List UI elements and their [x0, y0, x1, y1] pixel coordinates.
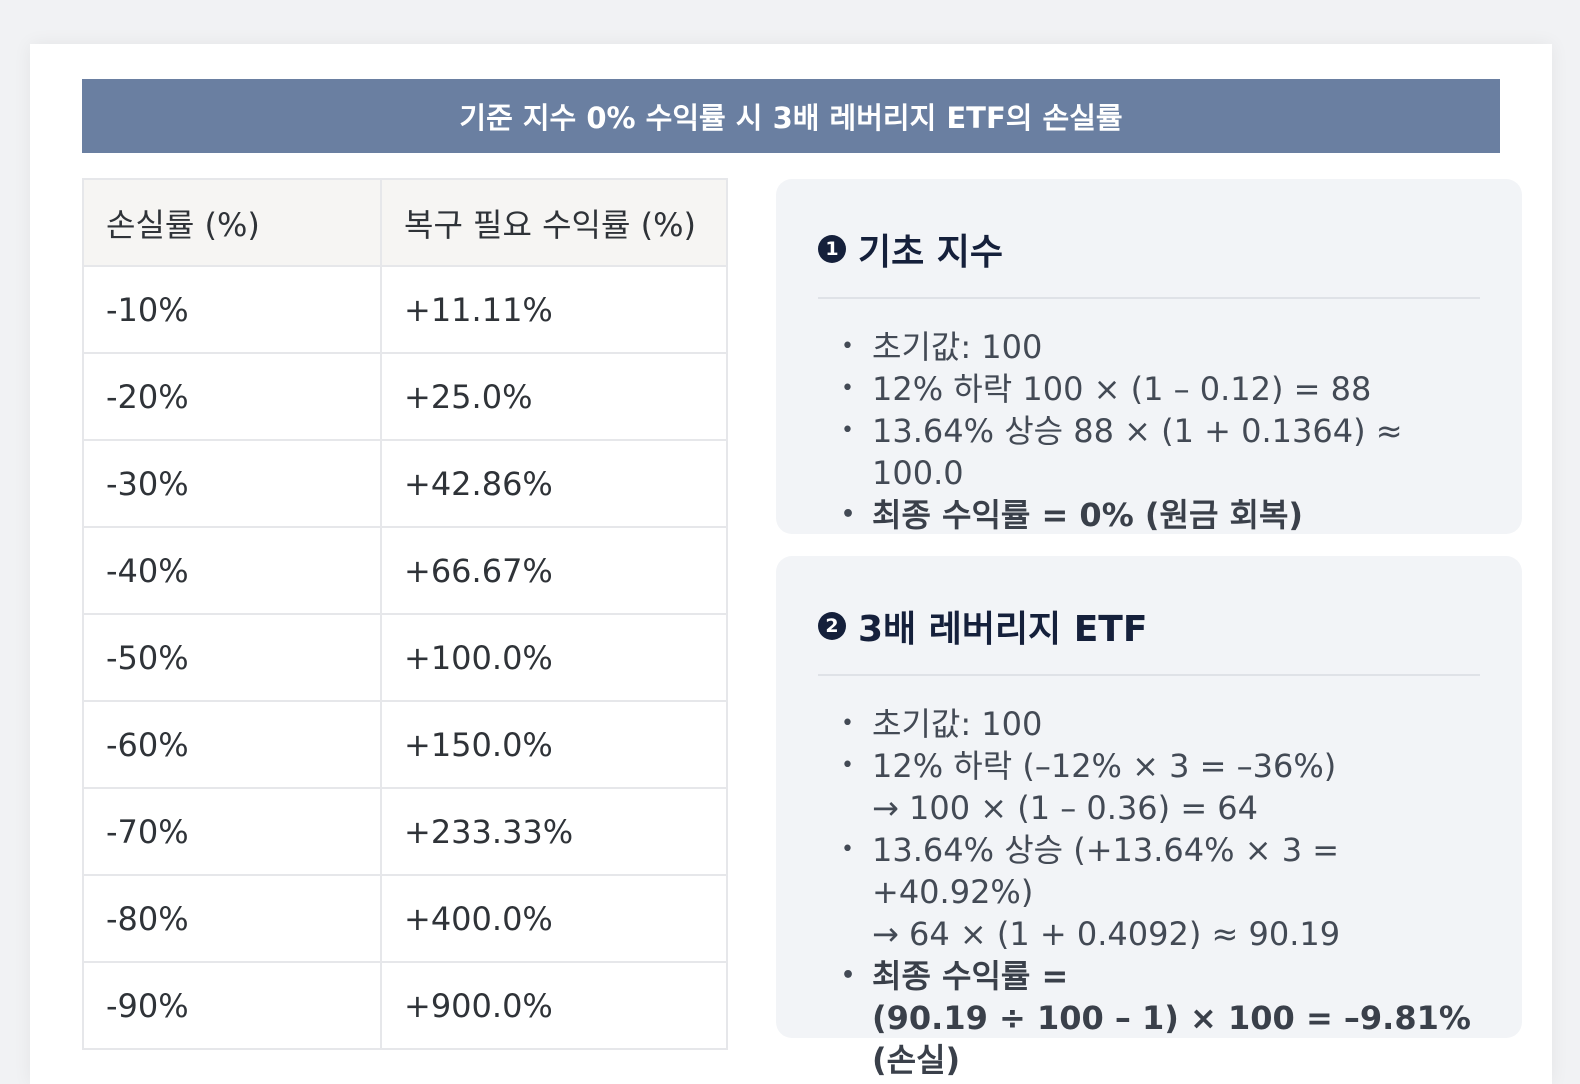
loss-cell: -40%	[82, 526, 382, 615]
divider	[818, 674, 1480, 676]
final-return-item: 최종 수익률 = (90.19 ÷ 100 – 1) × 100 = –9.81…	[841, 955, 1502, 1081]
loss-cell: -20%	[82, 352, 382, 441]
table-row: -50% +100.0%	[82, 613, 728, 702]
table-header-row: 손실률 (%) 복구 필요 수익률 (%)	[82, 178, 728, 267]
final-return-item: 최종 수익률 = 0% (원금 회복)	[841, 494, 1502, 536]
list-item-line: 12% 하락 (–12% × 3 = –36%)	[872, 747, 1337, 785]
loss-cell: -60%	[82, 700, 382, 789]
circled-number-one-icon: 1	[818, 235, 846, 263]
leverage-etf-panel: 2 3배 레버리지 ETF 초기값: 100 12% 하락 (–12% × 3 …	[776, 556, 1522, 1079]
recovery-cell: +900.0%	[380, 961, 728, 1050]
header-loss-rate: 손실률 (%)	[82, 178, 382, 267]
list-item-line: 13.64% 상승 (+13.64% × 3 = +40.92%)	[872, 831, 1340, 911]
banner-title: 기준 지수 0% 수익률 시 3배 레버리지 ETF의 손실률	[82, 79, 1500, 153]
list-item: 12% 하락 (–12% × 3 = –36%) → 100 × (1 – 0.…	[841, 745, 1502, 829]
recovery-cell: +400.0%	[380, 874, 728, 963]
divider	[818, 297, 1480, 299]
recovery-cell: +25.0%	[380, 352, 728, 441]
loss-cell: -70%	[82, 787, 382, 876]
header-recovery-rate: 복구 필요 수익률 (%)	[380, 178, 728, 267]
loss-cell: -80%	[82, 874, 382, 963]
recovery-cell: +100.0%	[380, 613, 728, 702]
loss-cell: -50%	[82, 613, 382, 702]
table-row: -30% +42.86%	[82, 439, 728, 528]
list-item: 13.64% 상승 (+13.64% × 3 = +40.92%) → 64 ×…	[841, 829, 1502, 955]
panel-title: 2 3배 레버리지 ETF	[818, 600, 1147, 652]
base-index-panel: 1 기초 지수 초기값: 100 12% 하락 100 × (1 – 0.12)…	[776, 179, 1522, 536]
recovery-cell: +150.0%	[380, 700, 728, 789]
list-item: 12% 하락 100 × (1 – 0.12) = 88	[841, 368, 1502, 410]
table-row: -60% +150.0%	[82, 700, 728, 789]
list-item-line: (90.19 ÷ 100 – 1) × 100 = –9.81% (손실)	[872, 999, 1471, 1079]
list-item: 초기값: 100	[841, 326, 1502, 368]
list-item-line: → 64 × (1 + 0.4092) ≈ 90.19	[872, 915, 1341, 953]
list-item-line: 최종 수익률 =	[872, 957, 1069, 995]
panel-title: 1 기초 지수	[818, 223, 1003, 275]
loss-cell: -30%	[82, 439, 382, 528]
loss-cell: -90%	[82, 961, 382, 1050]
recovery-cell: +42.86%	[380, 439, 728, 528]
recovery-table: 손실률 (%) 복구 필요 수익률 (%) -10% +11.11% -20% …	[82, 178, 728, 1050]
table-row: -20% +25.0%	[82, 352, 728, 441]
list-item-line: 초기값: 100	[872, 705, 1043, 743]
loss-cell: -10%	[82, 265, 382, 354]
list-item: 초기값: 100	[841, 703, 1502, 745]
table-row: -10% +11.11%	[82, 265, 728, 354]
table-row: -40% +66.67%	[82, 526, 728, 615]
list-item-line: → 100 × (1 – 0.36) = 64	[872, 789, 1259, 827]
circled-number-two-icon: 2	[818, 612, 846, 640]
panel-title-text: 3배 레버리지 ETF	[858, 609, 1148, 650]
table-row: -70% +233.33%	[82, 787, 728, 876]
panel-title-text: 기초 지수	[858, 232, 1004, 273]
calculation-list: 초기값: 100 12% 하락 100 × (1 – 0.12) = 88 13…	[818, 326, 1502, 536]
calculation-list: 초기값: 100 12% 하락 (–12% × 3 = –36%) → 100 …	[818, 703, 1502, 1081]
table-row: -80% +400.0%	[82, 874, 728, 963]
recovery-cell: +66.67%	[380, 526, 728, 615]
list-item: 13.64% 상승 88 × (1 + 0.1364) ≈ 100.0	[841, 410, 1502, 494]
recovery-cell: +233.33%	[380, 787, 728, 876]
table-row: -90% +900.0%	[82, 961, 728, 1050]
recovery-cell: +11.11%	[380, 265, 728, 354]
